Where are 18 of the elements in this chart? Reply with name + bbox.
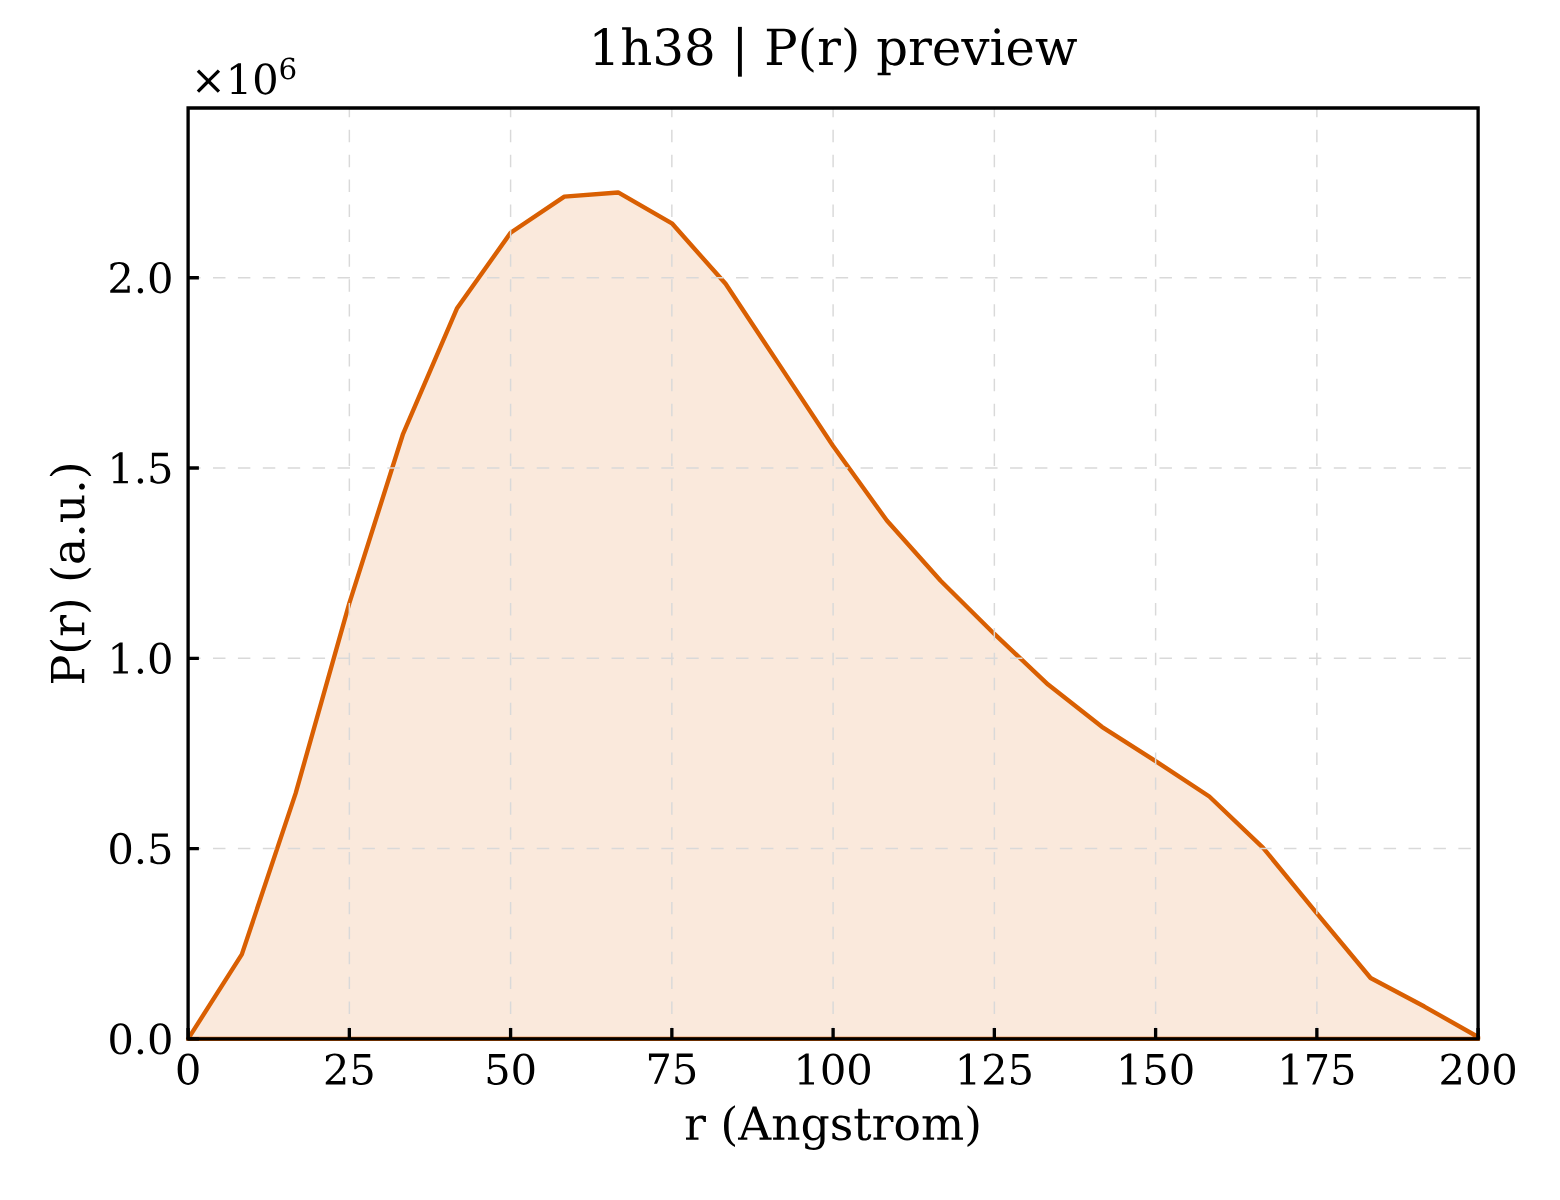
- x-tick-label: 50: [487, 1053, 535, 1085]
- chart-title: 1h38 | P(r) preview: [594, 26, 1077, 77]
- x-tick-label: 100: [798, 1053, 870, 1085]
- text: ×10$^{6}$: [196, 57, 296, 95]
- x-tick-label: 0: [177, 1053, 199, 1085]
- x-axis-title: r (Angstrom): [685, 1105, 979, 1151]
- x-tick-label: 150: [1121, 1053, 1193, 1085]
- x-tick-label: 25: [325, 1053, 373, 1085]
- y-tick-label: 0.5: [110, 832, 171, 865]
- x-tick-label: 200: [1441, 1053, 1515, 1085]
- x-tick-label: 175: [1282, 1053, 1354, 1085]
- y-tick-label: 2.0: [110, 261, 171, 294]
- y-tick-label: 1.0: [112, 642, 171, 675]
- y-tick-label: 1.5: [112, 452, 171, 484]
- x-tick-label: 125: [959, 1053, 1031, 1085]
- x-tick-label: 75: [648, 1053, 696, 1085]
- y-axis-title: P(r) (a.u.): [49, 465, 92, 683]
- y-tick-label: 0.0: [110, 1023, 171, 1055]
